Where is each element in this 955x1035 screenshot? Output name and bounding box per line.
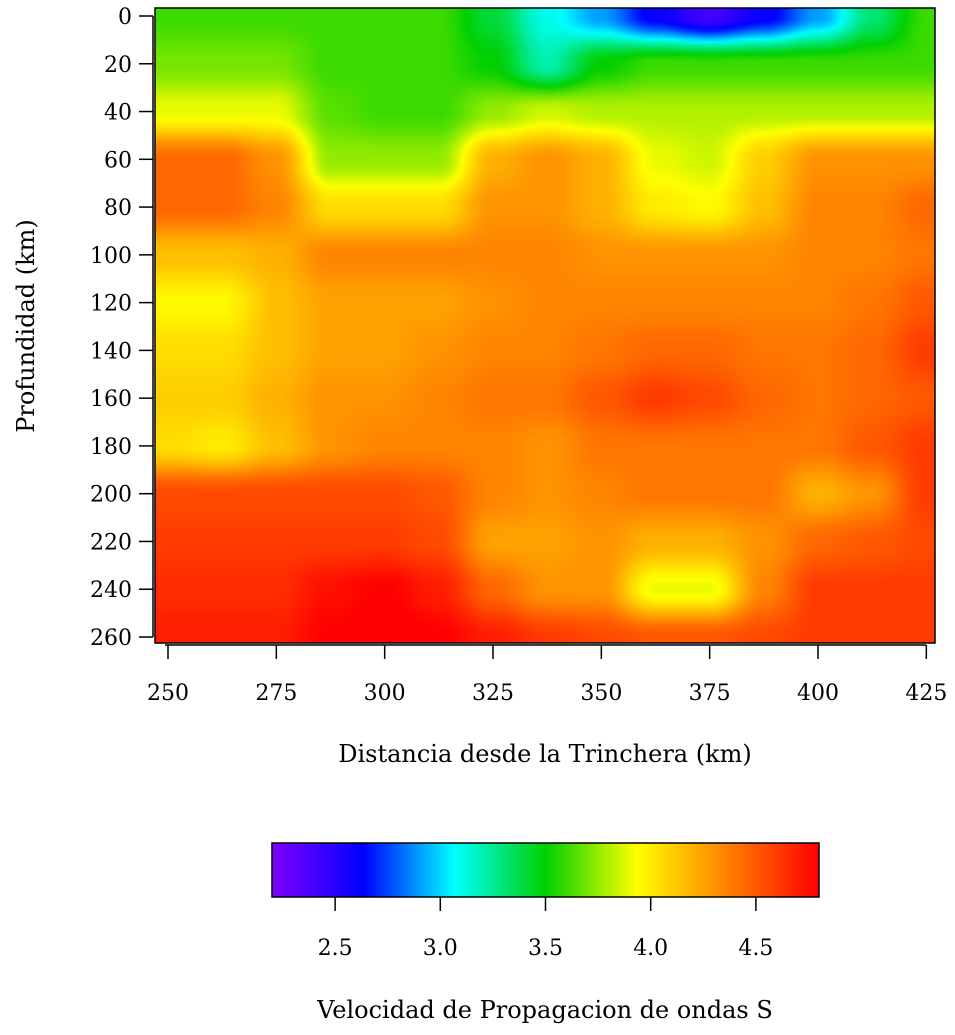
y-tick-label: 100 <box>90 244 132 269</box>
x-tick-label: 425 <box>905 681 947 706</box>
y-axis-title: Profundidad (km) <box>12 219 40 433</box>
colorbar-title: Velocidad de Propagacion de ondas S <box>316 996 773 1024</box>
colorbar-tick-label: 3.0 <box>423 936 458 961</box>
y-tick-label: 200 <box>90 483 132 508</box>
x-axis-title: Distancia desde la Trinchera (km) <box>338 740 752 768</box>
x-tick-label: 300 <box>364 681 406 706</box>
y-tick-label: 120 <box>90 292 132 317</box>
y-tick-label: 60 <box>104 148 132 173</box>
y-tick-label: 140 <box>90 339 132 364</box>
colorbar-gradient-bar <box>271 842 820 898</box>
colorbar-tick-label: 2.5 <box>318 936 353 961</box>
x-tick-label: 325 <box>472 681 514 706</box>
x-tick-label: 350 <box>580 681 622 706</box>
plot-frame <box>154 7 936 644</box>
y-tick-label: 160 <box>90 387 132 412</box>
x-tick-label: 400 <box>797 681 839 706</box>
x-axis: 250 275 300 325 350 375 400 425 <box>147 644 947 706</box>
x-tick-label: 275 <box>255 681 297 706</box>
colorbar-tick-label: 4.0 <box>633 936 668 961</box>
y-tick-label: 220 <box>90 530 132 555</box>
colorbar-tick-label: 3.5 <box>528 936 563 961</box>
heatmap-image <box>155 8 935 643</box>
colorbar-tick-label: 4.5 <box>738 936 773 961</box>
y-tick-label: 20 <box>104 53 132 78</box>
y-tick-label: 0 <box>118 5 132 30</box>
heatmap-plot-area <box>154 7 936 644</box>
colorbar: 2.5 3.0 3.5 4.0 4.5 <box>271 842 820 961</box>
x-tick-label: 250 <box>147 681 189 706</box>
y-tick-label: 40 <box>104 101 132 126</box>
y-tick-label: 260 <box>90 626 132 651</box>
colorbar-ticks: 2.5 3.0 3.5 4.0 4.5 <box>318 897 773 961</box>
x-tick-label: 375 <box>689 681 731 706</box>
y-axis: 0 20 40 60 80 100 120 140 160 180 200 220 240 260 <box>90 5 154 651</box>
y-tick-label: 80 <box>104 196 132 221</box>
y-tick-label: 180 <box>90 435 132 460</box>
y-tick-label: 240 <box>90 578 132 603</box>
